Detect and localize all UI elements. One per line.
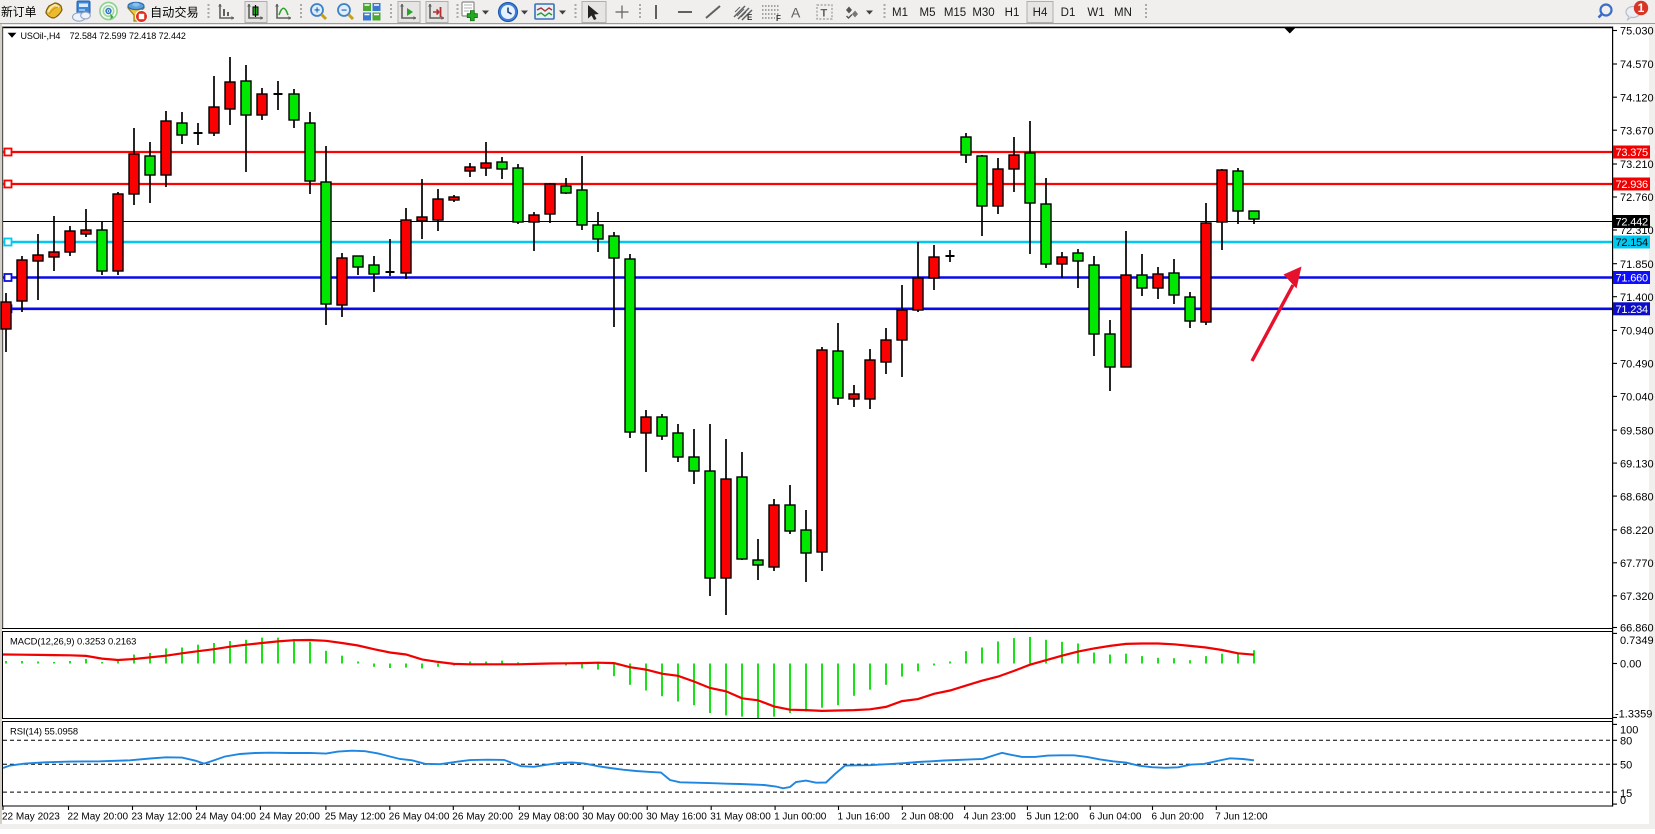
svg-text:24 May 04:00: 24 May 04:00 — [195, 812, 256, 823]
svg-text:30 May 00:00: 30 May 00:00 — [582, 812, 643, 823]
svg-text:MN: MN — [1114, 7, 1132, 19]
svg-text:USOil-,H4: USOil-,H4 — [21, 31, 61, 41]
svg-text:−: − — [341, 6, 347, 17]
svg-text:F: F — [776, 14, 781, 23]
svg-text:71.660: 71.660 — [1616, 273, 1649, 285]
svg-text:A: A — [791, 5, 801, 21]
svg-text:69.580: 69.580 — [1620, 425, 1654, 437]
svg-text:72.310: 72.310 — [1620, 225, 1654, 237]
svg-text:2 Jun 08:00: 2 Jun 08:00 — [901, 812, 954, 823]
svg-text:26 May 20:00: 26 May 20:00 — [452, 812, 513, 823]
svg-text:26 May 04:00: 26 May 04:00 — [389, 812, 450, 823]
svg-text:73.210: 73.210 — [1620, 159, 1654, 171]
svg-text:15: 15 — [1620, 788, 1632, 800]
svg-text:6 Jun 04:00: 6 Jun 04:00 — [1089, 812, 1142, 823]
svg-text:69.130: 69.130 — [1620, 458, 1654, 470]
svg-text:7 Jun 12:00: 7 Jun 12:00 — [1215, 812, 1268, 823]
svg-text:1: 1 — [1638, 1, 1645, 15]
svg-text:72.154: 72.154 — [1616, 237, 1649, 249]
svg-text:D1: D1 — [1061, 7, 1076, 19]
svg-text:67.770: 67.770 — [1620, 558, 1654, 570]
svg-text:1 Jun 16:00: 1 Jun 16:00 — [838, 812, 891, 823]
svg-text:50: 50 — [1620, 759, 1632, 771]
svg-text:23 May 12:00: 23 May 12:00 — [132, 812, 193, 823]
svg-text:100: 100 — [1620, 725, 1638, 737]
svg-text:1 Jun 00:00: 1 Jun 00:00 — [774, 812, 827, 823]
svg-text:RSI(14) 55.0958: RSI(14) 55.0958 — [10, 726, 78, 737]
svg-text:67.320: 67.320 — [1620, 591, 1654, 603]
svg-text:80: 80 — [1620, 736, 1632, 748]
svg-text:M15: M15 — [944, 7, 966, 19]
svg-text:-1.3359: -1.3359 — [1615, 709, 1652, 721]
svg-text:71.400: 71.400 — [1620, 292, 1654, 304]
svg-text:73.375: 73.375 — [1616, 147, 1649, 159]
svg-text:74.120: 74.120 — [1620, 92, 1654, 104]
svg-text:4 Jun 23:00: 4 Jun 23:00 — [964, 812, 1017, 823]
svg-text:T: T — [821, 8, 828, 20]
svg-text:0.7349: 0.7349 — [1620, 635, 1654, 647]
svg-text:W1: W1 — [1087, 7, 1104, 19]
svg-text:73.670: 73.670 — [1620, 125, 1654, 137]
svg-text:74.570: 74.570 — [1620, 59, 1654, 71]
svg-text:72.936: 72.936 — [1616, 179, 1649, 191]
svg-text:70.490: 70.490 — [1620, 359, 1654, 371]
svg-text:5 Jun 12:00: 5 Jun 12:00 — [1026, 812, 1079, 823]
svg-text:70.040: 70.040 — [1620, 392, 1654, 404]
svg-text:M5: M5 — [920, 7, 936, 19]
svg-text:75.030: 75.030 — [1620, 26, 1654, 38]
svg-text:68.220: 68.220 — [1620, 525, 1654, 537]
svg-text:25 May 12:00: 25 May 12:00 — [325, 812, 386, 823]
svg-text:6 Jun 20:00: 6 Jun 20:00 — [1152, 812, 1205, 823]
svg-text:H1: H1 — [1005, 7, 1020, 19]
svg-text:29 May 08:00: 29 May 08:00 — [518, 812, 579, 823]
svg-text:68.680: 68.680 — [1620, 491, 1654, 503]
svg-text:30 May 16:00: 30 May 16:00 — [646, 812, 707, 823]
svg-text:H4: H4 — [1033, 7, 1048, 19]
svg-text:31 May 08:00: 31 May 08:00 — [710, 812, 771, 823]
svg-text:新订单: 新订单 — [1, 5, 37, 19]
svg-text:M30: M30 — [972, 7, 994, 19]
svg-text:MACD(12,26,9) 0.3253 0.2163: MACD(12,26,9) 0.3253 0.2163 — [10, 636, 136, 647]
svg-text:+: + — [314, 6, 320, 17]
svg-text:72.760: 72.760 — [1620, 192, 1654, 204]
svg-text:22 May 2023: 22 May 2023 — [2, 812, 60, 823]
svg-text:72.584 72.599 72.418 72.442: 72.584 72.599 72.418 72.442 — [70, 31, 186, 41]
svg-text:70.940: 70.940 — [1620, 326, 1654, 338]
svg-text:24 May 20:00: 24 May 20:00 — [259, 812, 320, 823]
svg-text:自动交易: 自动交易 — [150, 5, 199, 20]
svg-text:71.234: 71.234 — [1616, 304, 1649, 316]
svg-text:0.00: 0.00 — [1620, 659, 1641, 671]
svg-text:72.442: 72.442 — [1616, 217, 1649, 229]
svg-text:71.850: 71.850 — [1620, 259, 1654, 271]
svg-text:22 May 20:00: 22 May 20:00 — [68, 812, 129, 823]
svg-text:0: 0 — [1620, 795, 1626, 807]
svg-text:66.860: 66.860 — [1620, 623, 1654, 635]
svg-text:M1: M1 — [892, 7, 908, 19]
svg-text:E: E — [747, 13, 753, 22]
